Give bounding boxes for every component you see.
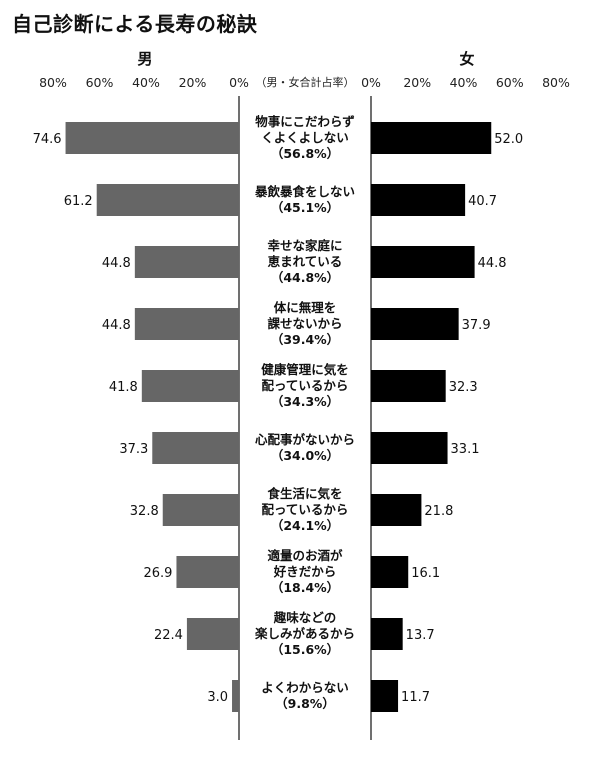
- data-label-male: 41.8: [109, 380, 138, 395]
- bar-male: [134, 246, 239, 278]
- bar-male: [96, 184, 240, 216]
- data-label-female: 44.8: [478, 256, 507, 271]
- x-tick-label-female: 40%: [450, 75, 478, 90]
- category-label: （56.8%）: [271, 146, 339, 161]
- bar-female: [371, 122, 492, 154]
- bar-female: [371, 370, 446, 402]
- bar-male: [141, 370, 239, 402]
- category-label: （24.1%）: [271, 518, 339, 533]
- chart-note: （男・女合計占率）: [256, 75, 355, 89]
- data-label-female: 52.0: [494, 132, 523, 147]
- bar-female: [371, 308, 459, 340]
- category-label: 好きだから: [273, 564, 337, 579]
- x-tick-label-female: 20%: [403, 75, 431, 90]
- x-tick-label-male: 80%: [39, 75, 67, 90]
- data-label-male: 32.8: [130, 504, 159, 519]
- category-label: 物事にこだわらず: [255, 114, 355, 129]
- x-tick-label-male: 40%: [132, 75, 160, 90]
- x-tick-label-male: 60%: [86, 75, 114, 90]
- category-label: 適量のお酒が: [267, 548, 343, 563]
- data-label-male: 74.6: [33, 132, 62, 147]
- x-tick-label-male: 20%: [179, 75, 207, 90]
- bar-male: [134, 308, 239, 340]
- data-label-male: 37.3: [119, 442, 148, 457]
- category-label: 楽しみがあるから: [254, 626, 355, 641]
- category-label: 趣味などの: [273, 610, 337, 625]
- category-label: 食生活に気を: [266, 486, 342, 501]
- category-label: 暴飲暴食をしない: [254, 184, 355, 199]
- bar-female: [371, 494, 422, 526]
- bar-male: [65, 122, 240, 154]
- bar-male: [176, 556, 239, 588]
- bar-male: [186, 618, 239, 650]
- category-label: （9.8%）: [275, 696, 335, 711]
- category-label: よくわからない: [261, 680, 349, 695]
- category-label: 課せないから: [267, 316, 342, 331]
- bar-female: [371, 680, 399, 712]
- series-label-male: 男: [137, 50, 152, 68]
- category-label: （18.4%）: [271, 580, 339, 595]
- bar-female: [371, 556, 409, 588]
- x-tick-label-female: 60%: [496, 75, 524, 90]
- data-label-male: 22.4: [154, 628, 183, 643]
- category-label: 心配事がないから: [255, 432, 355, 447]
- series-label-female: 女: [459, 50, 474, 68]
- bar-male: [232, 680, 239, 712]
- data-label-male: 26.9: [144, 566, 173, 581]
- data-label-male: 61.2: [64, 194, 93, 209]
- category-label: （34.0%）: [271, 448, 339, 463]
- category-label: 健康管理に気を: [261, 362, 349, 377]
- x-tick-label-female: 0%: [361, 75, 381, 90]
- category-label: （15.6%）: [271, 642, 339, 657]
- bar-female: [371, 432, 448, 464]
- data-label-female: 32.3: [449, 380, 478, 395]
- category-label: 配っているから: [262, 502, 349, 517]
- category-label: （34.3%）: [271, 394, 339, 409]
- bar-female: [371, 618, 403, 650]
- category-label: （45.1%）: [271, 200, 339, 215]
- data-label-male: 44.8: [102, 318, 131, 333]
- data-label-female: 40.7: [468, 194, 497, 209]
- category-label: （39.4%）: [271, 332, 339, 347]
- x-tick-label-male: 0%: [229, 75, 249, 90]
- category-label: 体に無理を: [274, 300, 337, 315]
- data-label-female: 33.1: [451, 442, 480, 457]
- data-label-female: 37.9: [462, 318, 491, 333]
- data-label-female: 16.1: [411, 566, 440, 581]
- bar-female: [371, 184, 466, 216]
- category-label: 配っているから: [262, 378, 349, 393]
- data-label-female: 21.8: [424, 504, 453, 519]
- category-label: 恵まれている: [268, 254, 343, 269]
- chart-title: 自己診断による長寿の秘訣: [12, 12, 258, 36]
- data-label-male: 44.8: [102, 256, 131, 271]
- category-label: 幸せな家庭に: [267, 238, 342, 253]
- bar-male: [162, 494, 239, 526]
- data-label-male: 3.0: [207, 690, 228, 705]
- category-label: くよくよしない: [261, 130, 349, 145]
- x-tick-label-female: 80%: [542, 75, 570, 90]
- data-label-female: 11.7: [401, 690, 430, 705]
- data-label-female: 13.7: [406, 628, 435, 643]
- bar-male: [152, 432, 239, 464]
- bar-female: [371, 246, 475, 278]
- category-label: （44.8%）: [271, 270, 339, 285]
